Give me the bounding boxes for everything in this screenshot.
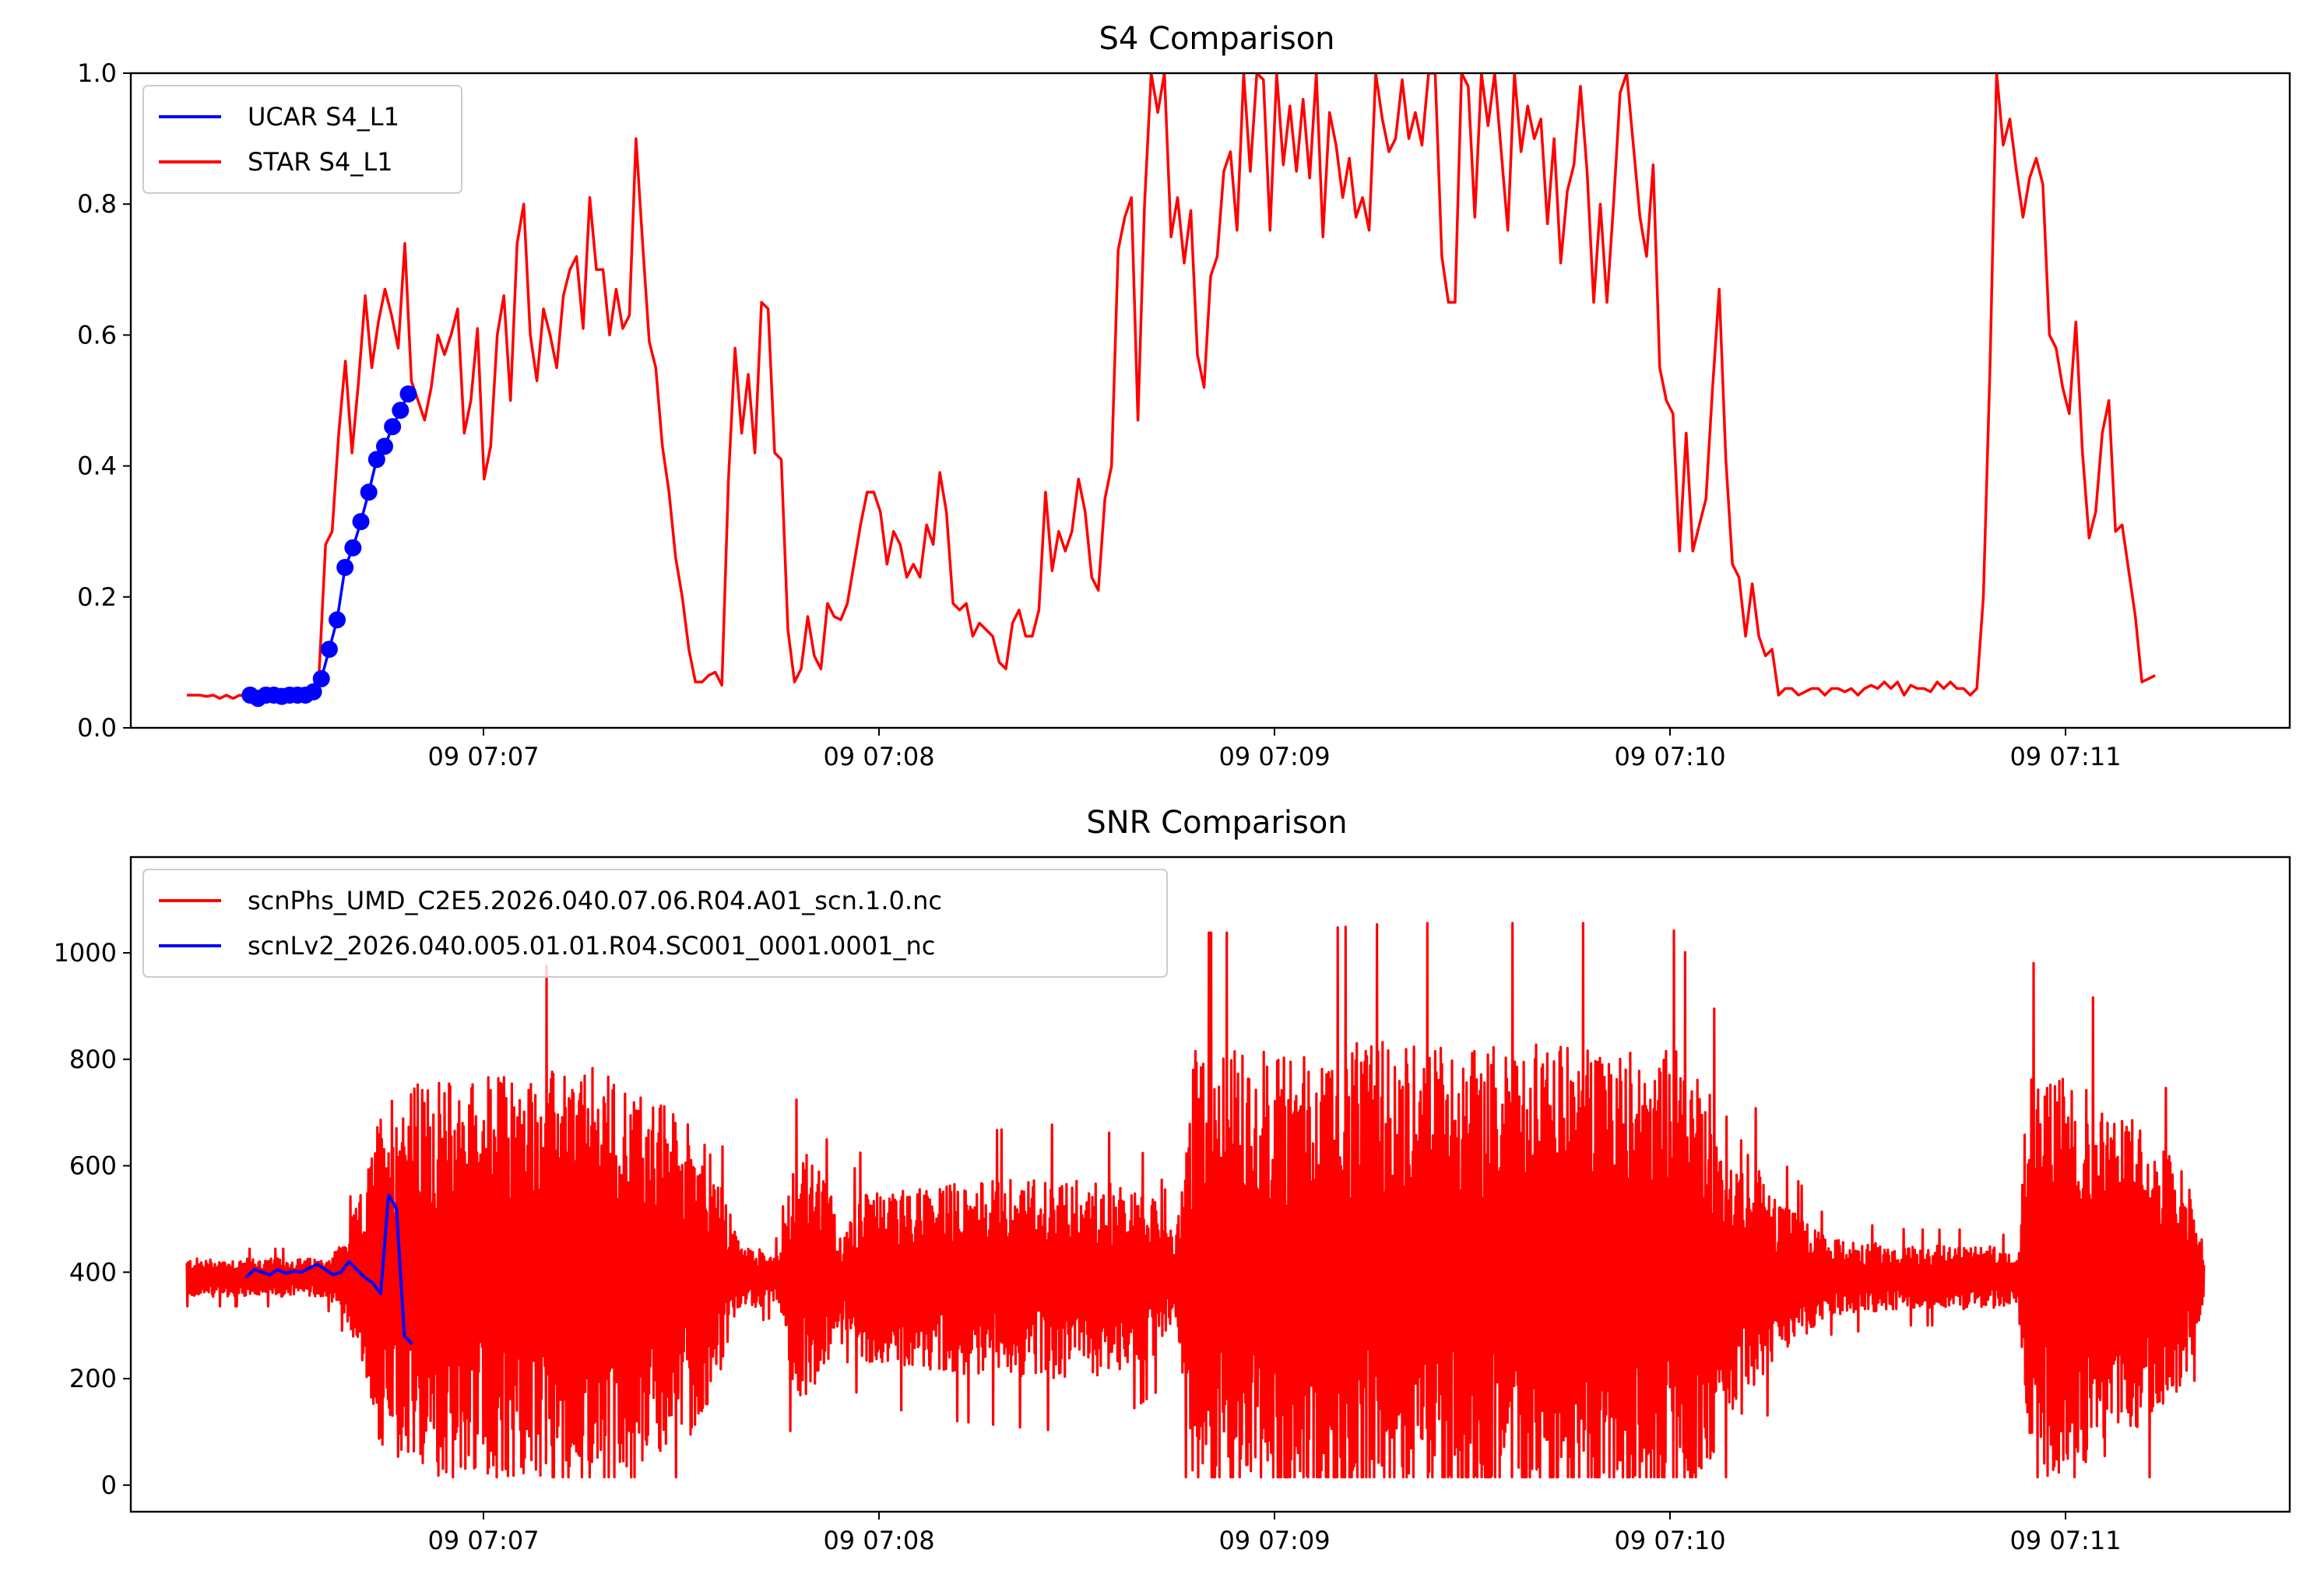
s4-chart: S4 Comparison 09 07:07 09 07:08 09 07:09 09… [77, 21, 2291, 771]
data-point-ucar-s4 [392, 402, 410, 420]
y-tick-label: 0.8 [77, 189, 117, 219]
series-line-lv2-snr [244, 1193, 414, 1346]
x-tick-label: 09 07:07 [427, 1526, 539, 1555]
x-tick-label: 09 07:07 [427, 742, 539, 771]
snr-legend-label-umd: scnPhs_UMD_C2E5.2026.040.07.06.R04.A01_s… [248, 886, 942, 915]
snr-legend-box [142, 869, 1168, 978]
y-tick-label: 200 [69, 1364, 117, 1393]
x-tick-label: 09 07:11 [2009, 742, 2121, 771]
data-point-ucar-s4 [352, 513, 370, 531]
y-tick-label: 0 [101, 1470, 117, 1500]
x-tick-label: 09 07:10 [1614, 742, 1725, 771]
x-tick-label: 09 07:08 [823, 742, 934, 771]
data-point-ucar-s4 [360, 483, 378, 501]
s4-legend: UCAR S4_L1 STAR S4_L1 [142, 85, 462, 194]
y-tick-label: 800 [69, 1045, 117, 1074]
y-tick-label: 1.0 [77, 58, 117, 88]
data-point-ucar-s4 [320, 641, 338, 659]
y-tick-label: 1000 [54, 938, 117, 968]
s4-axis-ticks: 09 07:07 09 07:08 09 07:09 09 07:10 09 07:11… [77, 58, 2121, 771]
s4-chart-title: S4 Comparison [1099, 21, 1334, 57]
data-point-ucar-s4 [376, 437, 393, 455]
s4-legend-box [142, 85, 462, 194]
data-point-ucar-s4 [367, 451, 385, 469]
data-point-ucar-s4 [304, 683, 322, 701]
data-point-ucar-s4 [384, 418, 402, 436]
s4-axes-frame [129, 72, 2291, 729]
snr-legend: scnPhs_UMD_C2E5.2026.040.07.06.R04.A01_s… [142, 869, 1168, 978]
data-point-ucar-s4 [336, 558, 354, 576]
s4-legend-label-ucar: UCAR S4_L1 [248, 102, 399, 132]
y-tick-label: 0.4 [77, 451, 117, 481]
data-point-ucar-s4 [312, 669, 330, 687]
data-point-ucar-s4 [399, 385, 417, 403]
snr-legend-label-lv2: scnLv2_2026.040.005.01.01.R04.SC001_0001… [248, 931, 935, 961]
series-line-star-s4 [187, 73, 2156, 700]
y-tick-label: 0.2 [77, 582, 117, 612]
snr-series-lines [185, 922, 2206, 1479]
x-tick-label: 09 07:10 [1614, 1526, 1725, 1555]
snr-chart: SNR Comparison 09 07:07 09 07:08 09 07:09 0… [54, 805, 2291, 1555]
snr-chart-title: SNR Comparison [1086, 805, 1347, 841]
x-tick-label: 09 07:11 [2009, 1526, 2121, 1555]
snr-axes-frame [129, 855, 2291, 1513]
x-tick-label: 09 07:08 [823, 1526, 934, 1555]
x-tick-label: 09 07:09 [1218, 742, 1330, 771]
s4-legend-label-star: STAR S4_L1 [248, 147, 393, 177]
y-tick-label: 400 [69, 1257, 117, 1287]
data-point-ucar-s4 [344, 539, 362, 557]
data-point-ucar-s4 [329, 611, 346, 629]
y-tick-label: 0.6 [77, 320, 117, 350]
y-tick-label: 0.0 [77, 713, 117, 743]
snr-axis-ticks: 09 07:07 09 07:08 09 07:09 09 07:10 09 07:11… [54, 938, 2122, 1555]
s4-series-lines [187, 73, 2156, 708]
x-tick-label: 09 07:09 [1218, 1526, 1330, 1555]
y-tick-label: 600 [69, 1151, 117, 1181]
series-line-umd-snr [185, 922, 2206, 1479]
